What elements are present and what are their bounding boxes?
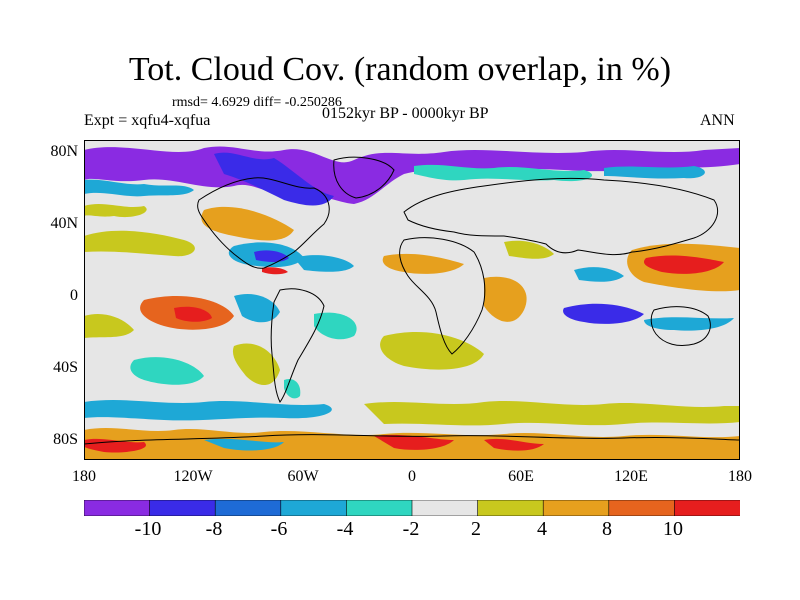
- colorbar-swatch: [608, 500, 676, 516]
- anomaly-region: [294, 255, 354, 272]
- coastlines: [84, 156, 740, 445]
- anomaly-region: [234, 293, 280, 323]
- anomaly-region: [414, 164, 593, 182]
- x-tick-0: 0: [408, 468, 416, 485]
- anomaly-region: [364, 401, 740, 426]
- coastline-south-america: [270, 288, 325, 403]
- anomaly-region: [84, 400, 332, 421]
- experiment-label: Expt = xqfu4-xqfua: [84, 112, 211, 129]
- coastline-eurasia: [403, 177, 719, 256]
- anomaly-region: [574, 267, 624, 282]
- y-tick-40n: 40N: [50, 215, 78, 232]
- y-tick-80s: 80S: [53, 431, 78, 448]
- colorbar-label: 10: [663, 518, 683, 540]
- stats-label: rmsd= 4.6929 diff= -0.250286: [172, 95, 342, 110]
- colorbar-label: 2: [471, 518, 481, 540]
- x-tick-120w: 120W: [173, 468, 213, 485]
- anomaly-region: [214, 152, 334, 206]
- x-tick-60e: 60E: [508, 468, 534, 485]
- colorbar-swatch: [84, 500, 151, 516]
- colorbar-swatch: [280, 500, 348, 516]
- anomaly-region: [232, 343, 280, 386]
- anomaly-region: [201, 206, 294, 241]
- colorbar-label: -8: [205, 518, 223, 540]
- coastline-australia: [650, 306, 711, 347]
- anomaly-region: [644, 317, 734, 331]
- anomaly-region: [504, 240, 554, 259]
- anomaly-region: [262, 267, 288, 275]
- coastline-antarctica: [84, 434, 740, 445]
- anomaly-region: [643, 255, 724, 274]
- colorbar-label: 8: [602, 518, 612, 540]
- anomaly-region: [314, 312, 357, 340]
- anomaly-region: [604, 166, 705, 179]
- y-tick-80n: 80N: [50, 143, 78, 160]
- anomaly-region: [84, 230, 195, 257]
- colorbar-swatch: [214, 500, 282, 516]
- colorbar-label: -6: [270, 518, 288, 540]
- anomaly-region: [380, 332, 484, 370]
- period-label: 0152kyr BP - 0000kyr BP: [322, 105, 489, 122]
- map-border: [84, 140, 740, 460]
- coastline-africa: [399, 237, 486, 355]
- anomaly-region: [374, 434, 454, 450]
- anomaly-region: [563, 303, 644, 324]
- cloud-cover-anomaly-map: [84, 140, 740, 460]
- anomaly-region: [130, 357, 204, 385]
- anomaly-region: [84, 313, 134, 338]
- anomaly-region: [382, 253, 464, 274]
- x-tick-180e: 180: [728, 468, 752, 485]
- anomaly-region: [484, 276, 527, 322]
- colorbar-swatch: [477, 500, 545, 516]
- map-title: Tot. Cloud Cov. (random overlap, in %): [128, 51, 672, 88]
- coastline-greenland: [333, 156, 395, 199]
- colorbar-label: -4: [336, 518, 354, 540]
- colorbar-swatch: [674, 500, 740, 516]
- colorbar-swatch: [542, 500, 610, 516]
- colorbar-swatch: [149, 500, 216, 516]
- colorbar-label: -2: [402, 518, 420, 540]
- anomaly-region: [254, 250, 289, 262]
- anomaly-region: [84, 179, 194, 197]
- colorbar-label: -10: [134, 518, 162, 540]
- y-tick-0: 0: [70, 287, 78, 304]
- anomaly-region: [174, 306, 212, 322]
- colorbar-label: 4: [537, 518, 547, 540]
- colorbar: [84, 500, 740, 516]
- coastline-north-america: [197, 177, 330, 269]
- anomaly-region: [84, 204, 147, 218]
- anomaly-region: [484, 438, 544, 451]
- x-tick-60w: 60W: [287, 468, 319, 485]
- colorbar-swatch: [411, 500, 479, 516]
- season-label: ANN: [700, 112, 735, 129]
- colorbar-swatch: [346, 500, 413, 516]
- x-tick-120e: 120E: [614, 468, 648, 485]
- y-tick-40s: 40S: [53, 359, 78, 376]
- x-tick-180w: 180: [72, 468, 96, 485]
- anomaly-region: [204, 438, 284, 451]
